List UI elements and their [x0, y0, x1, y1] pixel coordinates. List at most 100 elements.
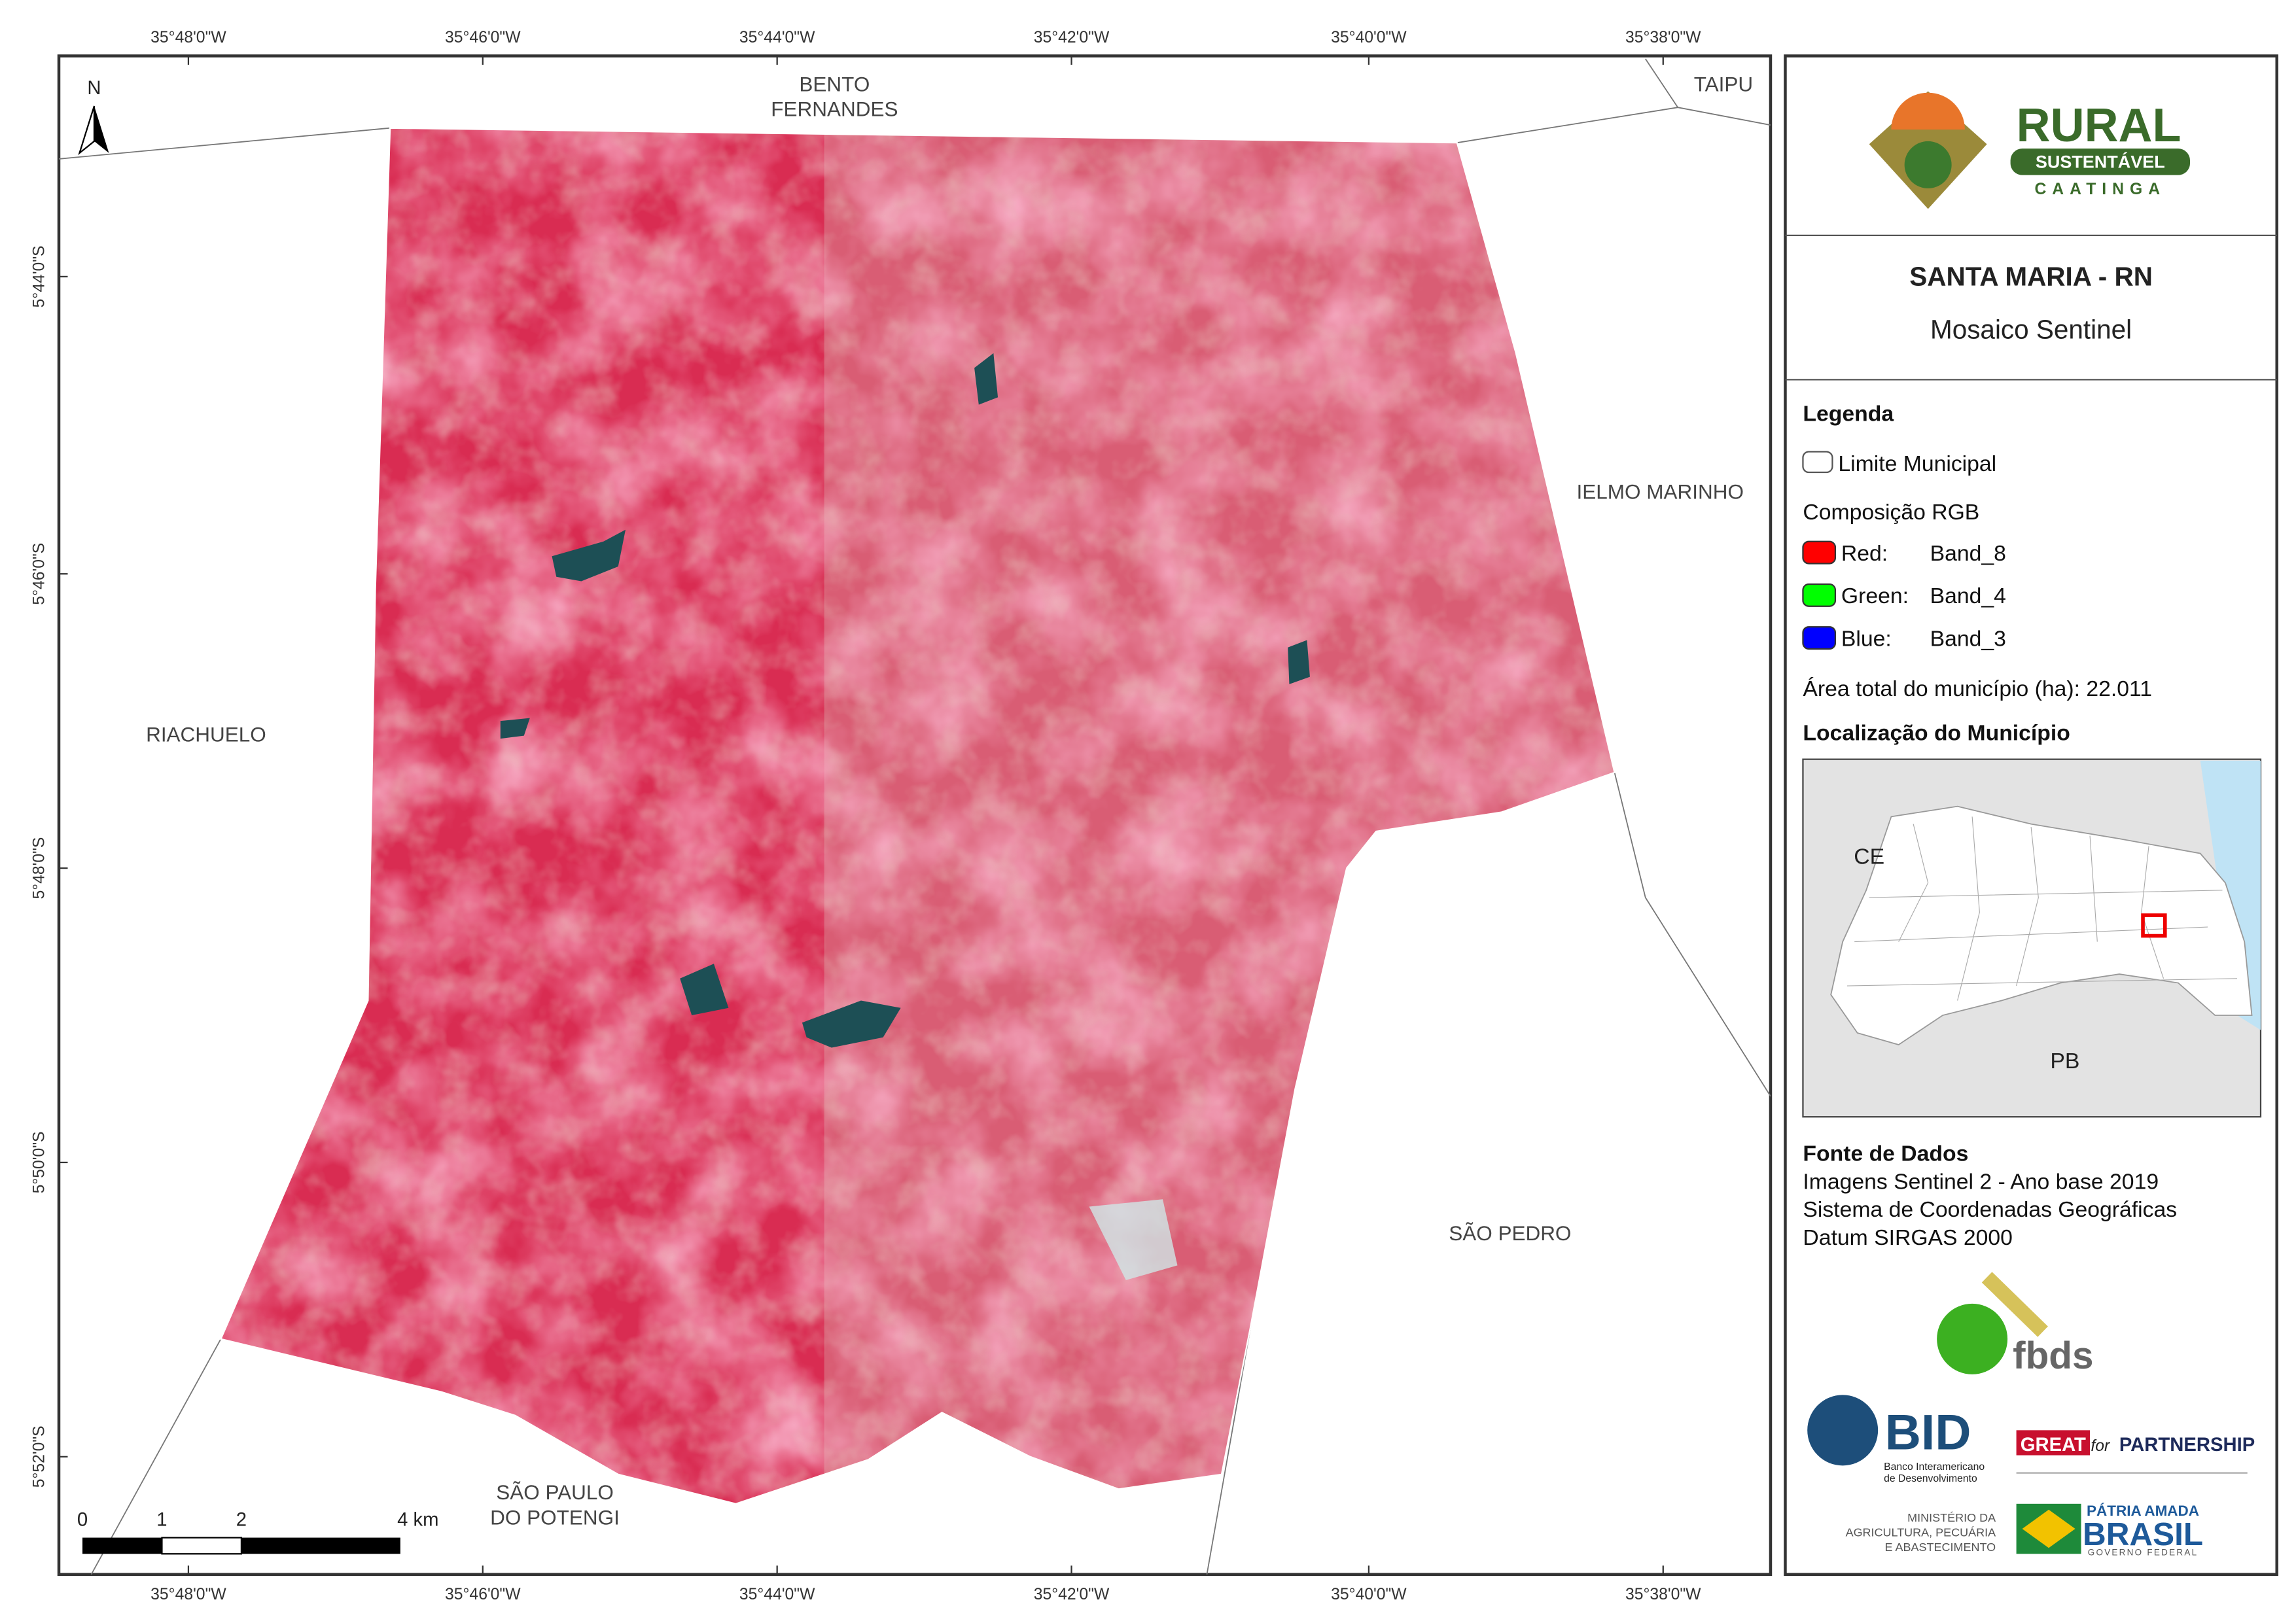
- scale-label: 1: [156, 1510, 167, 1531]
- source-heading: Fonte de Dados: [1803, 1142, 1968, 1166]
- legend-swatch: [1802, 451, 1833, 474]
- label-line: DO POTENGI: [490, 1505, 620, 1529]
- arrow-right: [94, 105, 109, 153]
- water: [974, 353, 998, 405]
- water-bodies: [500, 353, 1310, 1048]
- logo-subtitle: SUSTENTÁVEL: [2036, 151, 2165, 171]
- longitude-label: 35°42'0"W: [1034, 1586, 1110, 1603]
- legend-label: Blue:: [1841, 626, 1892, 651]
- neighbor-label: SÃO PAULO DO POTENGI: [490, 1480, 620, 1529]
- fbds-text: fbds: [2013, 1335, 2093, 1377]
- scale-label: 0: [77, 1510, 88, 1531]
- logo-tree: [1904, 141, 1952, 188]
- label-line: SÃO PAULO: [496, 1480, 614, 1504]
- water: [500, 718, 530, 739]
- arrow-left: [78, 105, 96, 156]
- source-line: Sistema de Coordenadas Geográficas: [1803, 1197, 2177, 1222]
- municipal-boundary: [219, 127, 1616, 1505]
- logo-title: RURAL: [2017, 99, 2181, 152]
- logo-tagline: CAATINGA: [2034, 181, 2166, 198]
- north-arrow: N: [78, 78, 109, 156]
- neighbor-label: IELMO MARINHO: [1577, 480, 1744, 504]
- legend-label: Red:: [1841, 541, 1888, 566]
- longitude-label: 35°40'0"W: [1331, 29, 1407, 46]
- ministry-line: E ABASTECIMENTO: [1885, 1541, 1996, 1554]
- label-line: FERNANDES: [771, 97, 898, 121]
- brasil-text: BRASIL: [2083, 1516, 2203, 1552]
- scale-segment: [161, 1537, 243, 1555]
- legend-label: Band_8: [1930, 541, 2006, 566]
- ministry-line: MINISTÉRIO DA: [1907, 1511, 1996, 1524]
- panel-title: SANTA MARIA - RN: [1909, 261, 2153, 291]
- brasil-top: PÁTRIA AMADA: [2087, 1503, 2199, 1519]
- latitude-label: 5°48'0"S: [31, 837, 48, 899]
- boundary: [90, 1338, 222, 1575]
- great-box: [2016, 1430, 2091, 1456]
- partner-logos: fbds BID Banco Interamericano de Desenvo…: [1807, 1272, 2255, 1558]
- legend-label: Green:: [1841, 584, 1909, 608]
- bid-circle: [1807, 1395, 1879, 1466]
- panel-subtitle: Mosaico Sentinel: [1930, 314, 2132, 344]
- north-label: N: [87, 78, 101, 99]
- legend-swatch: [1802, 583, 1837, 607]
- longitude-label: 35°42'0"W: [1034, 29, 1110, 46]
- legend: Legenda Limite Municipal Composição RGB …: [1802, 401, 2152, 745]
- inset-map: CE PB: [1802, 758, 2262, 1118]
- water: [680, 964, 729, 1016]
- latitude-label: 5°52'0"S: [31, 1425, 48, 1488]
- latitude-label: 5°46'0"S: [31, 543, 48, 605]
- scale-segment: [82, 1537, 162, 1554]
- neighbor-label: TAIPU: [1694, 72, 1753, 96]
- longitude-label: 35°46'0"W: [445, 29, 521, 46]
- longitude-label: 35°44'0"W: [739, 1586, 815, 1603]
- logo-band: [2010, 148, 2191, 175]
- water: [802, 1000, 901, 1048]
- scale-segment: [241, 1537, 400, 1554]
- legend-heading: Legenda: [1803, 401, 1894, 426]
- latitude-label: 5°50'0"S: [31, 1132, 48, 1194]
- neighbor-label: RIACHUELO: [146, 723, 266, 746]
- latitude-label: 5°44'0"S: [31, 245, 48, 307]
- scale-bar: 0 1 2 4 km: [77, 1510, 439, 1555]
- boundary: [1614, 772, 1771, 1097]
- legend-label: Band_4: [1930, 584, 2006, 608]
- inset-label: PB: [2050, 1049, 2079, 1073]
- water: [552, 529, 626, 582]
- longitude-label: 35°38'0"W: [1625, 1586, 1701, 1603]
- brasil-bottom: GOVERNO FEDERAL: [2088, 1548, 2199, 1558]
- great-for: for: [2091, 1437, 2111, 1455]
- satellite-image: [221, 128, 1615, 1504]
- brasil-flag-diamond: [2022, 1509, 2075, 1548]
- longitude-label: 35°48'0"W: [150, 29, 226, 46]
- source-line: Datum SIRGAS 2000: [1803, 1225, 2012, 1250]
- boundary: [1645, 58, 1679, 108]
- neighbor-label: BENTO FERNANDES: [771, 72, 898, 120]
- logo-sun: [1891, 92, 1965, 130]
- location-heading: Localização do Município: [1803, 720, 2070, 745]
- sources: Fonte de Dados Imagens Sentinel 2 - Ano …: [1803, 1142, 2177, 1250]
- boundary: [58, 127, 391, 160]
- legend-label: Composição RGB: [1803, 500, 1979, 525]
- longitude-label: 35°38'0"W: [1625, 29, 1701, 46]
- legend-swatch: [1802, 540, 1837, 565]
- longitude-label: 35°44'0"W: [739, 29, 815, 46]
- boundary: [1206, 1324, 1252, 1575]
- urban-area: [1089, 1199, 1178, 1280]
- bid-text: BID: [1885, 1405, 1971, 1461]
- legend-label: Band_3: [1930, 626, 2006, 651]
- longitude-label: 35°48'0"W: [150, 1586, 226, 1603]
- rural-logo: RURAL SUSTENTÁVEL CAATINGA: [1869, 91, 2191, 209]
- neighbor-label: SÃO PEDRO: [1449, 1221, 1571, 1245]
- great-text: GREAT: [2021, 1435, 2086, 1456]
- inset-label: CE: [1854, 844, 1884, 869]
- legend-swatch: [1802, 626, 1837, 650]
- coordinate-labels: 35°48'0"W 35°48'0"W 35°46'0"W 35°46'0"W 35°4…: [31, 29, 1702, 1603]
- location-marker: [2141, 913, 2167, 938]
- scale-label: 4 km: [397, 1510, 438, 1531]
- neighbor-boundaries: [58, 58, 1771, 1575]
- label-line: BENTO: [799, 72, 870, 96]
- legend-label: Limite Municipal: [1838, 451, 1996, 476]
- bid-name: de Desenvolvimento: [1884, 1473, 1977, 1484]
